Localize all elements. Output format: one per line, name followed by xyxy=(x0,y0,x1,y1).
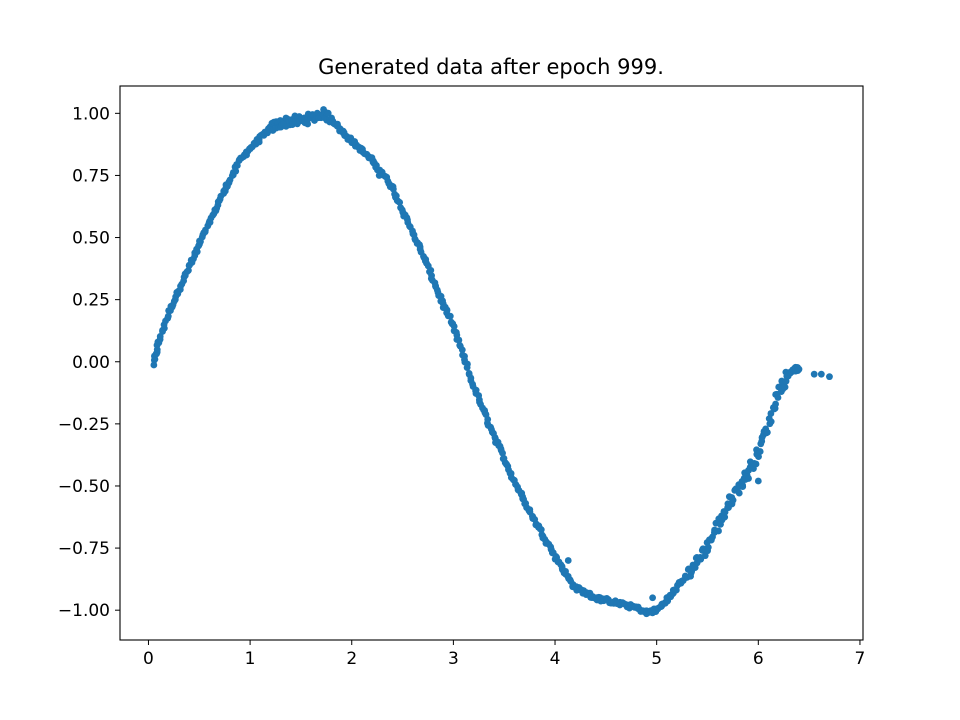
data-point xyxy=(735,489,743,497)
data-point xyxy=(810,370,818,378)
y-tick-label: 0.50 xyxy=(72,229,110,249)
x-tick-label: 5 xyxy=(651,649,662,669)
data-point xyxy=(375,172,383,179)
data-point xyxy=(721,513,729,521)
x-tick-label: 1 xyxy=(245,649,256,669)
data-point xyxy=(150,361,158,369)
data-point xyxy=(754,477,762,485)
x-tick-label: 3 xyxy=(448,649,459,669)
data-point xyxy=(826,373,833,381)
x-tick-label: 0 xyxy=(143,649,154,669)
scatter-marks xyxy=(150,106,833,618)
data-point xyxy=(715,527,722,535)
data-point xyxy=(564,557,572,564)
x-axis-ticks: 0 1 2 3 4 5 6 7 xyxy=(143,640,865,669)
y-tick-label: −0.75 xyxy=(58,539,110,559)
data-point xyxy=(304,120,312,128)
data-point xyxy=(767,418,775,425)
data-point xyxy=(649,594,656,602)
y-tick-label: −1.00 xyxy=(58,601,110,621)
data-point xyxy=(446,312,454,320)
x-tick-label: 7 xyxy=(855,649,866,669)
data-point xyxy=(729,496,737,504)
data-point xyxy=(458,346,466,354)
data-point xyxy=(745,475,752,482)
y-tick-label: 0.75 xyxy=(72,166,110,186)
data-point xyxy=(774,394,782,401)
data-point xyxy=(763,429,771,436)
data-point xyxy=(752,460,760,468)
x-tick-label: 6 xyxy=(753,649,764,669)
data-point xyxy=(499,449,506,457)
data-point xyxy=(396,198,404,206)
data-point xyxy=(781,383,789,391)
data-point xyxy=(795,365,803,373)
x-tick-label: 4 xyxy=(550,649,561,669)
chart-title: Generated data after epoch 999. xyxy=(318,55,664,79)
plot-frame xyxy=(119,85,864,641)
data-point xyxy=(427,266,435,274)
data-point xyxy=(739,483,747,491)
data-point xyxy=(164,312,172,320)
data-point xyxy=(756,448,764,455)
data-point xyxy=(704,543,712,551)
data-point xyxy=(455,336,463,344)
y-tick-label: −0.50 xyxy=(58,477,110,497)
data-point xyxy=(463,364,471,371)
data-point xyxy=(324,109,332,117)
x-tick-label: 2 xyxy=(346,649,357,669)
data-point xyxy=(758,437,766,445)
data-point xyxy=(772,400,779,408)
y-tick-label: 0.25 xyxy=(72,291,110,311)
data-point xyxy=(782,377,790,385)
y-axis-ticks: 1.00 0.75 0.50 0.25 0.00 −0.25 −0.50 −0.75 −1.00 xyxy=(58,104,120,621)
y-tick-label: 0.00 xyxy=(72,353,110,373)
y-tick-label: 1.00 xyxy=(72,104,110,124)
data-point xyxy=(535,522,543,530)
data-point xyxy=(817,370,825,378)
y-tick-label: −0.25 xyxy=(58,415,110,435)
